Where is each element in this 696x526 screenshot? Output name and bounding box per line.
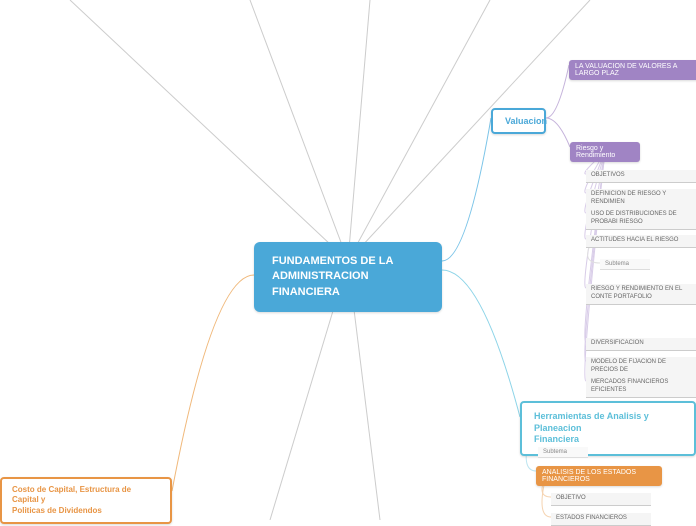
herramientas-line2: Financiera [534,434,579,444]
subtema1-node[interactable]: Subtema [600,259,650,270]
herramientas-line1: Herramientas de Analisis y Planeacion [534,411,649,433]
riesgo-child-6[interactable]: MODELO DE FIJACION DE PRECIOS DE [586,357,696,378]
riesgo-child-7[interactable]: MERCADOS FINANCIEROS EFICIENTES [586,377,696,398]
costo-node[interactable]: Costo de Capital, Estructura de Capital … [0,477,172,524]
central-line2: ADMINISTRACION FINANCIERA [272,270,369,297]
riesgo-child-2[interactable]: USO DE DISTRIBUCIONES DE PROBABI RIESGO [586,209,696,230]
riesgo-child-4[interactable]: RIESGO Y RENDIMIENTO EN EL CONTE PORTAFO… [586,284,696,305]
subtema1-label: Subtema [605,261,629,267]
valuacion-child-label: LA VALUACION DE VALORES A LARGO PLAZ [575,63,677,77]
riesgo-child-1[interactable]: DEFINICION DE RIESGO Y RENDIMIEN [586,189,696,210]
riesgo-label: Riesgo y Rendimiento [576,145,615,159]
analisis-node[interactable]: ANALISIS DE LOS ESTADOS FINANCIEROS [536,466,662,486]
riesgo-child-5[interactable]: DIVERSIFICACION [586,338,696,351]
riesgo-child-3[interactable]: ACTITUDES HACIA EL RIESGO [586,235,696,248]
riesgo-child-0[interactable]: OBJETIVOS [586,170,696,183]
analisis-child-1[interactable]: ESTADOS FINANCIEROS [551,513,651,526]
central-line1: FUNDAMENTOS DE LA [272,255,393,267]
analisis-child-0[interactable]: OBJETIVO [551,493,651,506]
subtema2-node[interactable]: Subtema [538,447,588,458]
costo-line2: Politicas de Dividendos [12,506,102,515]
valuacion-node[interactable]: Valuacion [491,108,546,134]
valuacion-child-node[interactable]: LA VALUACION DE VALORES A LARGO PLAZ [569,60,696,80]
costo-line1: Costo de Capital, Estructura de Capital … [12,485,131,504]
valuacion-label: Valuacion [505,116,547,126]
central-node[interactable]: FUNDAMENTOS DE LA ADMINISTRACION FINANCI… [254,242,442,312]
subtema2-label: Subtema [543,449,567,455]
riesgo-node[interactable]: Riesgo y Rendimiento [570,142,640,162]
analisis-label: ANALISIS DE LOS ESTADOS FINANCIEROS [542,469,636,483]
